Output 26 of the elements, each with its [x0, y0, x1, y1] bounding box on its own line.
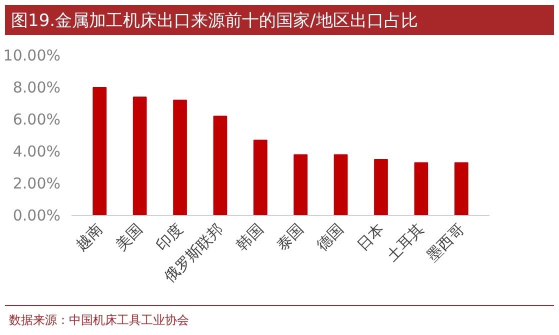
x-tick-label: 美国	[112, 220, 146, 254]
y-tick-label: 6.00%	[12, 110, 61, 128]
x-tick-label: 日本	[353, 220, 388, 254]
y-tick-label: 2.00%	[12, 174, 61, 192]
bar	[92, 87, 107, 216]
x-tick-label: 越南	[72, 220, 106, 254]
x-tick-label: 德国	[313, 220, 348, 254]
bar	[454, 162, 468, 216]
bar	[213, 116, 228, 216]
bar	[414, 162, 428, 216]
bar	[253, 140, 268, 216]
x-tick-label: 印度	[152, 220, 186, 254]
bar	[294, 154, 308, 216]
y-tick-label: 4.00%	[12, 142, 61, 160]
bar	[132, 96, 147, 216]
y-tick-label: 8.00%	[12, 78, 61, 96]
source-note: 数据来源：中国机床工具工业协会	[9, 312, 189, 329]
x-tick-label: 韩国	[232, 220, 267, 254]
x-tick-label: 泰国	[273, 220, 307, 254]
x-tick-label: 墨西哥	[423, 220, 468, 265]
chart-title: 图19.金属加工机床出口来源前十的国家/地区出口占比	[11, 10, 418, 33]
y-tick-label: 0.00%	[12, 206, 61, 224]
bar	[374, 159, 388, 216]
bar	[334, 154, 348, 216]
bar	[173, 100, 187, 216]
y-tick-label: 10.00%	[3, 46, 61, 64]
